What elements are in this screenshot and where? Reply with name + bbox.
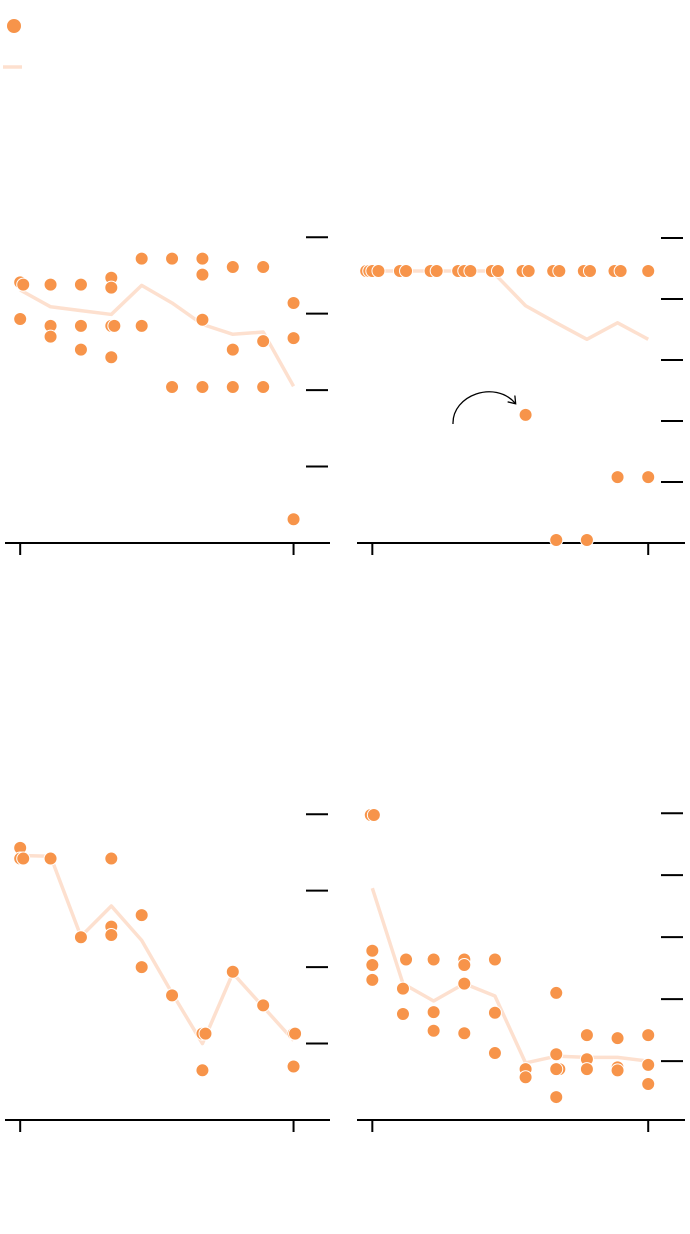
point	[641, 1077, 656, 1092]
point	[487, 1046, 502, 1061]
point	[134, 251, 149, 266]
point	[225, 380, 240, 395]
point	[286, 512, 301, 527]
trend-line	[370, 887, 649, 1065]
trend-line	[19, 283, 296, 388]
point	[579, 1062, 594, 1077]
point	[549, 1047, 564, 1062]
point	[641, 263, 656, 278]
point	[256, 380, 271, 395]
point	[399, 952, 414, 967]
point	[198, 1026, 213, 1041]
point	[463, 263, 478, 278]
point	[43, 329, 58, 344]
trend-line	[20, 853, 295, 1046]
point	[165, 380, 180, 395]
point	[288, 1026, 303, 1041]
point	[13, 312, 28, 327]
panel	[357, 237, 685, 555]
panel	[5, 236, 330, 555]
point	[549, 532, 564, 547]
point	[549, 985, 564, 1000]
point	[610, 1031, 625, 1046]
point	[579, 532, 594, 547]
point	[195, 380, 210, 395]
point	[195, 267, 210, 282]
point	[195, 1063, 210, 1078]
point	[457, 1026, 472, 1041]
legend-marker	[7, 19, 21, 33]
point	[107, 318, 122, 333]
point	[165, 988, 180, 1003]
point	[134, 960, 149, 975]
trend-line	[372, 269, 650, 342]
point	[552, 263, 567, 278]
point	[73, 342, 88, 357]
point	[165, 251, 180, 266]
point	[43, 277, 58, 292]
point	[195, 251, 210, 266]
point	[371, 263, 386, 278]
point	[518, 407, 533, 422]
panel	[5, 813, 330, 1132]
point	[16, 277, 31, 292]
point	[395, 981, 410, 996]
point	[104, 350, 119, 365]
point	[256, 334, 271, 349]
point	[104, 280, 119, 295]
point	[641, 1028, 656, 1043]
point	[286, 295, 301, 310]
point	[641, 470, 656, 485]
point	[426, 1023, 441, 1038]
point	[225, 260, 240, 275]
point	[256, 260, 271, 275]
point	[457, 976, 472, 991]
point	[487, 952, 502, 967]
point	[195, 312, 210, 327]
point	[104, 851, 119, 866]
point	[582, 263, 597, 278]
point	[426, 1005, 441, 1020]
point	[549, 1062, 564, 1077]
point	[73, 318, 88, 333]
point	[429, 263, 444, 278]
point	[104, 928, 119, 943]
point	[73, 930, 88, 945]
point	[487, 1005, 502, 1020]
point	[365, 958, 380, 973]
point	[225, 342, 240, 357]
point	[134, 908, 149, 923]
point	[426, 952, 441, 967]
point	[43, 851, 58, 866]
point	[518, 1070, 533, 1085]
point	[457, 958, 472, 973]
point	[610, 470, 625, 485]
point	[610, 1063, 625, 1078]
point	[225, 964, 240, 979]
annotation-arrow	[452, 391, 515, 425]
point	[521, 263, 536, 278]
point	[16, 851, 31, 866]
point	[366, 808, 381, 823]
point	[641, 1057, 656, 1072]
point	[365, 972, 380, 987]
point	[395, 1007, 410, 1022]
point	[256, 998, 271, 1013]
point	[491, 263, 506, 278]
point	[613, 263, 628, 278]
point	[286, 1059, 301, 1074]
point	[549, 1090, 564, 1105]
point	[365, 943, 380, 958]
point	[399, 263, 414, 278]
point	[286, 331, 301, 346]
point	[579, 1028, 594, 1043]
point	[73, 277, 88, 292]
point	[134, 318, 149, 333]
panel	[357, 808, 685, 1132]
